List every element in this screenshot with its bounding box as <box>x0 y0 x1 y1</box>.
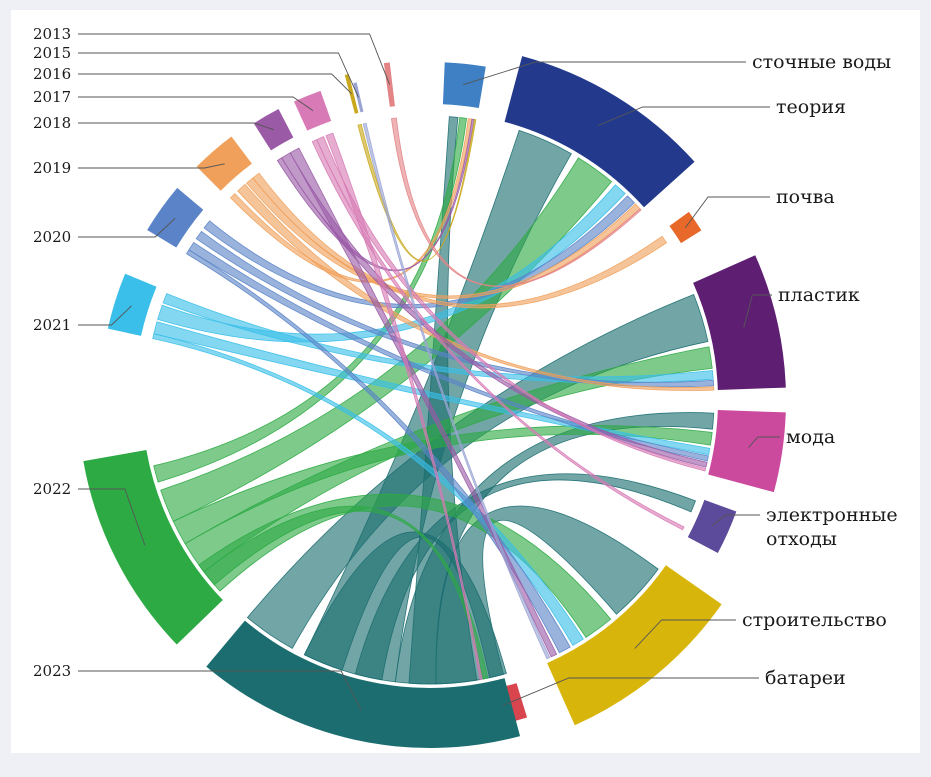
year-label: 2023 <box>33 662 71 680</box>
leader-layer <box>78 33 780 711</box>
year-label: 2021 <box>33 316 71 334</box>
ribbon-2019 <box>252 172 668 309</box>
ribbon-2023 <box>246 294 709 649</box>
leader-line <box>78 488 146 546</box>
ribbon-2021 <box>153 321 711 456</box>
year-arc <box>83 450 223 645</box>
ribbon-2022 <box>160 157 613 522</box>
ribbon-2019 <box>237 183 715 391</box>
topic-arc <box>693 255 786 390</box>
ribbon-2020 <box>186 249 571 654</box>
ribbon-2022 <box>172 425 713 545</box>
topic-label: мода <box>786 426 835 448</box>
topic-label: батареи <box>765 667 846 689</box>
arc-layer <box>83 56 786 748</box>
leader-line <box>78 52 359 98</box>
ribbon-2021 <box>162 293 714 384</box>
topic-label: строительство <box>742 609 887 631</box>
ribbon-2017 <box>311 139 685 531</box>
ribbon-2021 <box>152 333 584 647</box>
ribbon-2022 <box>203 505 489 680</box>
leader-line <box>634 619 736 649</box>
year-arc <box>147 187 204 248</box>
leader-line <box>78 305 132 326</box>
year-label: 2015 <box>33 44 71 62</box>
leader-line <box>748 436 780 448</box>
leader-line <box>463 61 746 86</box>
leader-line <box>598 106 770 126</box>
topic-arc <box>442 62 486 109</box>
year-label: 2019 <box>33 159 71 177</box>
year-arc <box>107 273 157 336</box>
leader-line <box>743 294 772 328</box>
leader-line <box>503 677 759 706</box>
ribbon-2020 <box>188 241 709 462</box>
leader-line <box>712 514 760 527</box>
year-label: 2016 <box>33 65 71 83</box>
ribbon-2015 <box>362 122 551 660</box>
ribbon-2017 <box>325 132 483 681</box>
label-layer: сточные воды теория почва пластик мода электр… <box>33 25 898 689</box>
topic-arc <box>504 56 695 208</box>
topic-arc <box>547 565 722 726</box>
ribbon-2022 <box>153 117 468 483</box>
topic-arc <box>687 499 737 554</box>
leader-line <box>78 217 176 238</box>
leader-line <box>684 196 770 229</box>
topic-label: пластик <box>778 284 860 306</box>
topic-label: почва <box>776 186 835 208</box>
year-label: 2022 <box>33 480 71 498</box>
year-arc <box>206 620 521 748</box>
year-label: 2018 <box>33 114 71 132</box>
leader-line <box>78 122 275 131</box>
topic-arc <box>708 410 786 493</box>
topic-label: сточные воды <box>752 51 891 73</box>
ribbon-2013 <box>391 117 642 287</box>
year-label: 2017 <box>33 88 71 106</box>
ribbon-layer <box>152 116 715 685</box>
leader-line <box>78 670 362 711</box>
topic-label: электронные отходы <box>766 504 898 550</box>
leader-line <box>78 33 391 85</box>
year-label: 2013 <box>33 25 71 43</box>
ribbon-2022 <box>198 493 612 638</box>
leader-line <box>78 163 225 169</box>
ribbon-2018 <box>289 147 558 658</box>
leader-line <box>78 73 352 95</box>
year-label: 2020 <box>33 228 71 246</box>
leader-line <box>78 96 314 112</box>
ribbon-2023 <box>303 531 507 679</box>
topic-label: теория <box>776 96 846 118</box>
